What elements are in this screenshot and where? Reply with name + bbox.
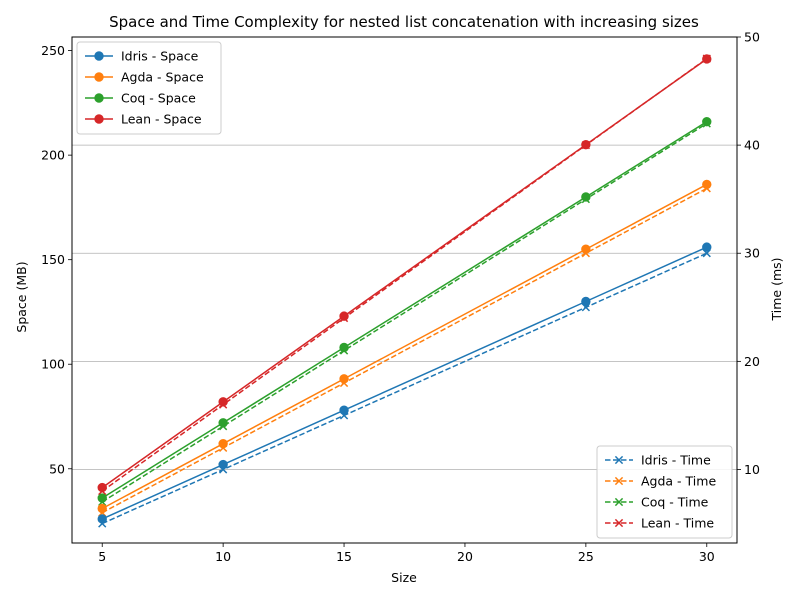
legend-time-swatch-marker-0 [614,455,624,465]
space-point-3-2 [339,311,349,321]
y-right-tick-label-1: 20 [744,354,760,369]
space-point-2-4 [702,116,712,127]
legend-time-swatch-marker-1 [614,476,624,486]
space-point-0-3 [581,296,591,307]
y-left-tick-label-3: 200 [41,148,65,163]
x-tick-label-2: 15 [336,549,352,564]
chart-title: Space and Time Complexity for nested lis… [109,13,699,31]
space-series-line-2 [101,121,708,499]
space-point-1-0 [97,503,107,514]
y-right-tick-label-3: 40 [744,138,760,153]
space-point-0-4 [702,242,712,252]
time-series-line-2 [101,122,708,503]
x-tick-label-3: 20 [457,549,473,564]
legend-time-swatch-marker-2-stroke-b [614,497,624,507]
legend-space-swatch-marker-0 [94,51,104,61]
y-left-tick-label-1: 100 [41,357,65,372]
legend-space-box [76,41,222,135]
y-left-tick-label-0: 50 [49,461,65,476]
legend-space-swatch-marker-2 [94,93,104,103]
series-group [97,54,712,528]
x-tick-label-1: 10 [215,549,231,564]
legend-time-swatch-marker-0-stroke-b [614,455,624,465]
space-point-3-1 [218,397,228,407]
space-point-1-4 [702,179,712,190]
legend-time-swatch-marker-3-stroke-b [614,518,624,528]
space-point-0-1 [218,459,228,470]
plot-frame [71,36,738,544]
space-point-0-0 [97,514,107,524]
space-point-3-0 [97,482,107,493]
space-point-1-1 [218,438,228,449]
legend-time-label-1: Agda - Time [641,474,716,489]
legend-time-swatch-marker-1-stroke-b [614,476,624,486]
legend-space-label-2: Coq - Space [121,91,196,106]
x-tick-label-4: 25 [578,549,594,564]
space-point-2-0 [97,493,107,503]
space-point-3-3 [581,139,591,150]
space-legend: Idris - Space Agda - Space Coq - Space Lean… [76,41,222,135]
y-left-tick-label-2: 150 [41,252,65,267]
space-point-2-3 [581,192,591,202]
legend-space-swatch-marker-1 [94,72,104,82]
y-right-tick-label-0: 10 [744,462,760,477]
y-axis-right-label: Time (ms) [769,257,784,321]
legend-time-swatch-marker-3 [614,518,624,528]
space-point-1-2 [339,374,349,384]
space-point-0-2 [339,405,349,415]
legend-time-label-3: Lean - Time [641,516,714,531]
legend-space-label-0: Idris - Space [121,49,199,64]
space-point-1-3 [581,244,591,254]
legend-time-swatch-marker-2 [614,497,624,507]
legend-space-label-3: Lean - Space [121,112,202,127]
legend-space-swatch-marker-3 [94,114,104,124]
legend-time-label-2: Coq - Time [641,495,709,510]
legend-space-label-1: Agda - Space [121,70,204,85]
x-axis-label: Size [391,570,417,585]
axes: 5 10 15 20 25 30 50 100 150 200 250 10 20 30 40 50 [41,30,760,565]
space-point-2-2 [339,342,349,353]
y-axis-left-label: Space (MB) [14,261,29,332]
legend-time-box [596,445,733,539]
y-right-tick-label-2: 30 [744,246,760,261]
space-point-3-4 [702,54,712,64]
time-legend: Idris - Time Agda - Time Coq - Time Lean - … [596,445,733,539]
y-right-tick-label-4: 50 [744,30,760,45]
space-point-2-1 [218,418,228,428]
x-tick-label-0: 5 [98,549,106,564]
y-left-tick-label-4: 250 [41,43,65,58]
legend-time-label-0: Idris - Time [641,453,711,468]
x-tick-label-5: 30 [699,549,715,564]
